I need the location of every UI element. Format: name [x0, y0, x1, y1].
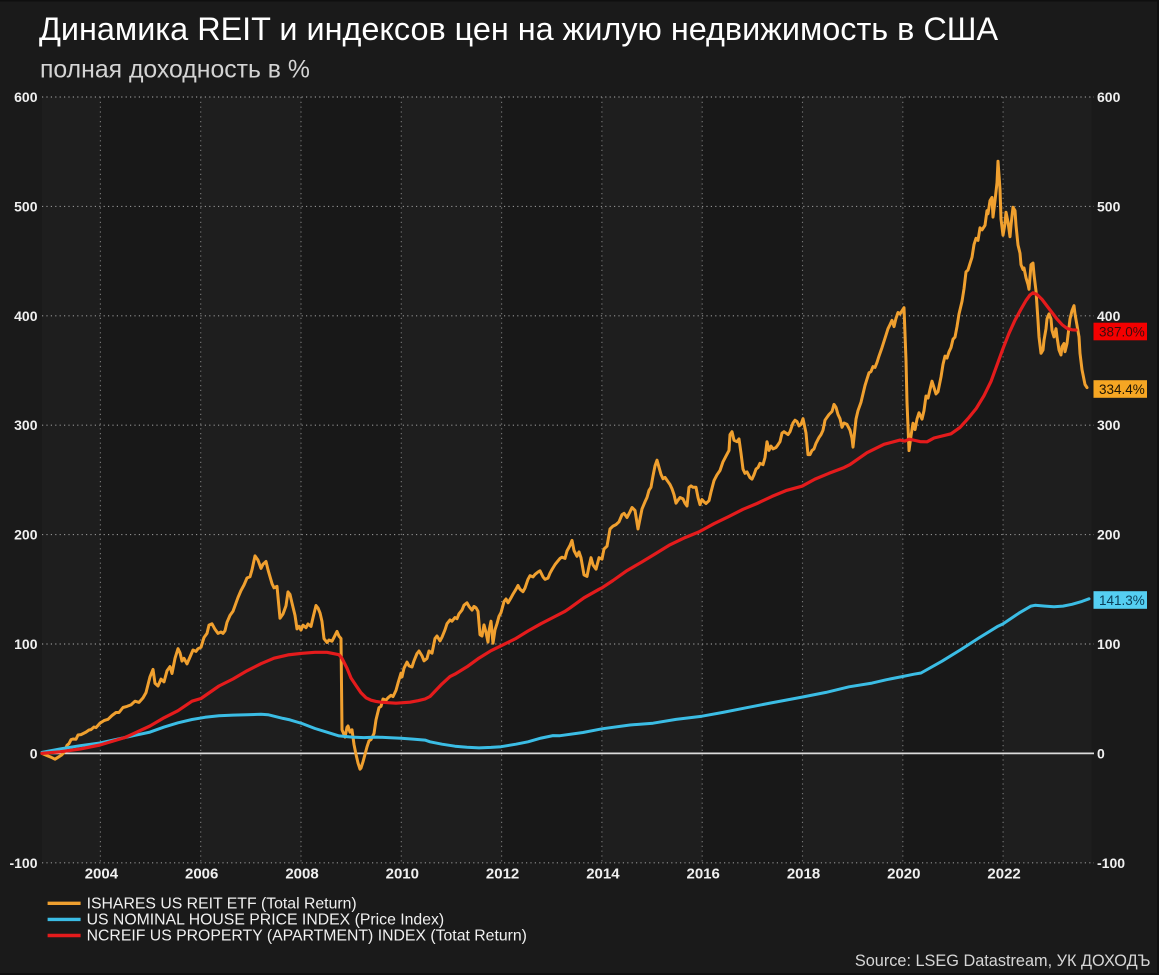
svg-text:2006: 2006: [185, 866, 218, 883]
svg-text:2016: 2016: [687, 866, 720, 883]
svg-text:334.4%: 334.4%: [1099, 382, 1145, 397]
svg-text:2008: 2008: [285, 866, 318, 883]
svg-text:500: 500: [1097, 198, 1121, 214]
svg-text:2004: 2004: [85, 866, 119, 883]
svg-text:200: 200: [1097, 527, 1121, 543]
svg-text:ISHARES US REIT ETF (Total Ret: ISHARES US REIT ETF (Total Return): [87, 896, 357, 913]
svg-text:200: 200: [14, 527, 38, 543]
svg-text:2010: 2010: [386, 866, 419, 883]
svg-text:100: 100: [1097, 636, 1121, 652]
svg-text:Динамика REIT и индексов цен н: Динамика REIT и индексов цен на жилую не…: [39, 11, 998, 47]
svg-text:2022: 2022: [987, 866, 1020, 883]
svg-text:NCREIF US PROPERTY (APARTMENT): NCREIF US PROPERTY (APARTMENT) INDEX (To…: [87, 928, 527, 945]
svg-text:100: 100: [14, 636, 38, 652]
svg-text:полная доходность в %: полная доходность в %: [40, 57, 310, 84]
svg-text:300: 300: [14, 417, 38, 433]
svg-text:400: 400: [14, 308, 38, 324]
svg-text:400: 400: [1097, 308, 1121, 324]
svg-text:0: 0: [1097, 745, 1105, 761]
svg-text:387.0%: 387.0%: [1099, 324, 1145, 339]
svg-text:300: 300: [1097, 417, 1121, 433]
svg-text:US NOMINAL HOUSE PRICE INDEX (: US NOMINAL HOUSE PRICE INDEX (Price Inde…: [87, 912, 445, 929]
svg-text:600: 600: [1097, 89, 1121, 105]
svg-text:-100: -100: [1097, 855, 1125, 871]
svg-text:600: 600: [14, 89, 38, 105]
svg-text:2020: 2020: [887, 866, 920, 883]
svg-text:-100: -100: [9, 855, 37, 871]
svg-text:2014: 2014: [586, 866, 620, 883]
svg-text:2012: 2012: [486, 866, 519, 883]
svg-text:0: 0: [30, 745, 38, 761]
svg-text:500: 500: [14, 198, 38, 214]
svg-text:141.3%: 141.3%: [1099, 593, 1145, 608]
svg-text:Source: LSEG Datastream, УК ДО: Source: LSEG Datastream, УК ДОХОДЪ: [855, 952, 1151, 970]
svg-text:2018: 2018: [787, 866, 820, 883]
